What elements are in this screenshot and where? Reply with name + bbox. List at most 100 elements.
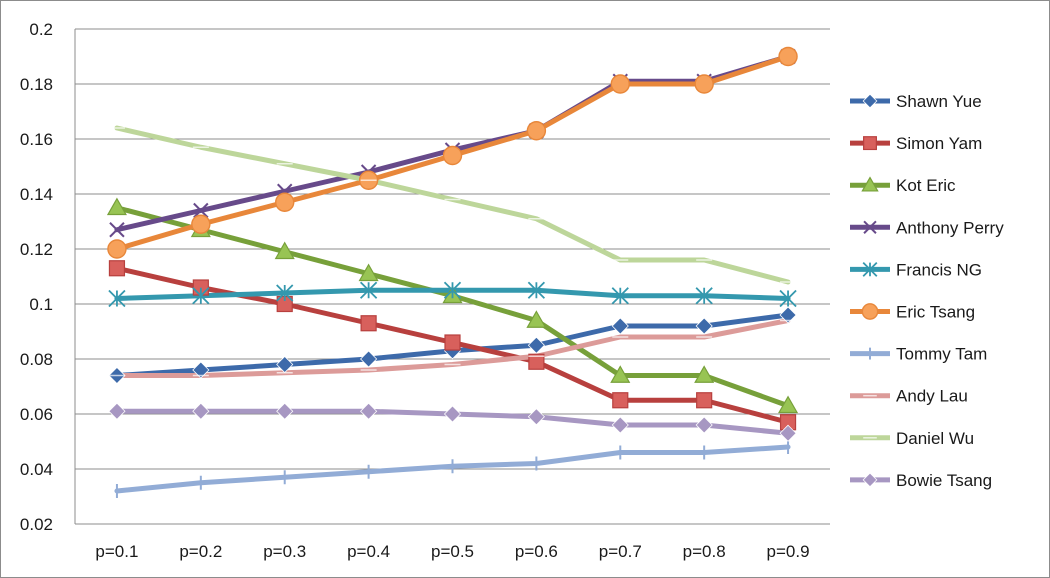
data-point [778,395,799,414]
data-point [193,202,209,219]
legend-label: Anthony Perry [896,218,1004,237]
legend-entry: Anthony Perry [850,218,1004,237]
data-point [610,365,631,383]
y-tick-label: 0.2 [29,20,53,39]
legend-label: Bowie Tsang [896,471,992,490]
legend-swatch-marker [862,93,878,109]
x-tick-label: p=0.6 [515,542,558,561]
legend-swatch-marker [863,136,877,151]
x-tick-label: p=0.5 [431,542,474,561]
data-point [694,365,715,383]
data-point [108,260,126,277]
data-point [191,214,211,234]
data-point [276,402,294,420]
data-point [359,281,378,299]
gridlines [74,28,830,525]
data-point [612,392,629,409]
legend-swatch-marker [861,303,879,320]
data-point [360,402,378,420]
legend-label: Eric Tsang [896,303,975,322]
y-tick-label: 0.16 [20,130,53,149]
legend-swatch-marker [861,176,879,192]
data-point [192,361,210,379]
data-point [109,222,125,238]
data-point [695,317,713,335]
data-point [696,392,713,409]
legend-swatch-marker [862,261,878,277]
data-point [526,310,547,328]
data-point [192,402,210,420]
x-tick-label: p=0.1 [95,542,138,561]
data-point [779,289,797,308]
data-point [443,281,462,299]
legend: Shawn Yue Simon Yam Kot Eric Anthony Perry F… [850,92,1004,490]
data-point [444,334,461,351]
data-point [275,192,295,212]
data-point [107,239,127,259]
data-point [108,289,126,308]
data-point [527,408,545,426]
data-point [442,145,463,166]
legend-label: Simon Yam [896,134,982,153]
data-point [695,287,713,305]
legend-entry: Kot Eric [850,176,956,195]
y-tick-label: 0.06 [20,405,53,424]
data-point [611,287,629,305]
y-tick-label: 0.04 [20,460,53,479]
data-point [527,281,546,299]
data-point [779,306,797,324]
data-point [443,405,462,423]
legend-label: Tommy Tam [896,345,987,364]
series-markers [106,46,799,498]
legend-label: Shawn Yue [896,92,982,111]
data-point [276,284,294,302]
legend-label: Kot Eric [896,176,956,195]
x-axis-tick-labels: p=0.1 p=0.2 p=0.3 p=0.4 p=0.5 p=0.6 p=0.7 p=0.8… [95,542,809,561]
data-point [358,263,379,282]
data-point [106,197,127,216]
data-point [108,402,126,420]
legend-label: Francis NG [896,260,982,279]
data-point [779,424,797,442]
legend-entry: Andy Lau [850,387,968,406]
x-tick-label: p=0.7 [599,542,642,561]
data-point [192,287,210,305]
y-tick-label: 0.1 [29,295,53,314]
legend-label: Andy Lau [896,387,968,406]
data-point [274,241,295,260]
legend-label: Daniel Wu [896,429,974,448]
series-lines [114,54,791,494]
x-tick-label: p=0.2 [179,542,222,561]
y-tick-label: 0.18 [20,75,53,94]
data-point [695,416,713,434]
y-tick-label: 0.08 [20,350,53,369]
data-point [610,74,630,94]
legend-entry: Bowie Tsang [850,471,992,490]
y-tick-label: 0.14 [20,185,53,204]
x-tick-label: p=0.8 [683,542,726,561]
legend-entry: Simon Yam [850,134,982,153]
x-tick-label: p=0.4 [347,542,390,561]
y-axis-tick-labels: 0.02 0.04 0.06 0.08 0.1 0.12 0.14 0.16 0.18 0.2 [20,20,53,534]
x-tick-label: p=0.9 [767,542,810,561]
y-tick-label: 0.12 [20,240,53,259]
legend-entry: Tommy Tam [850,345,987,364]
legend-entry: Shawn Yue [850,92,982,111]
x-tick-label: p=0.3 [263,542,306,561]
data-point [611,416,629,434]
data-point [778,46,798,67]
legend-swatch-marker [863,220,877,234]
data-point [528,353,545,370]
data-point [360,350,378,368]
data-point [694,74,714,94]
legend-entry: Eric Tsang [850,303,975,322]
legend-entry: Daniel Wu [850,429,974,448]
legend-entry: Francis NG [850,260,982,279]
legend-swatch-marker [862,472,878,488]
data-point [526,121,547,141]
data-point [611,317,629,335]
data-point [527,336,545,354]
data-point [360,315,377,332]
y-tick-label: 0.02 [20,515,53,534]
